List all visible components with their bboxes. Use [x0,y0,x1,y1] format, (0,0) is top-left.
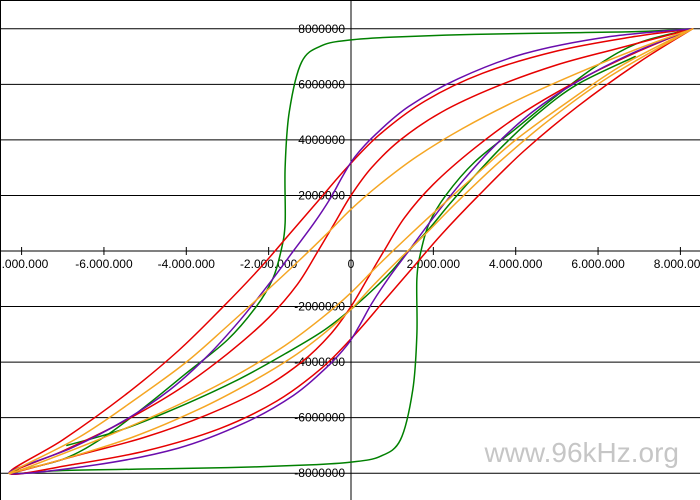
x-tick-label: 8.000.000 [1,257,49,271]
y-tick-label: -2000000 [294,300,345,314]
hysteresis-chart: 8.000.000-6.000.000-4.000.000-2.000.0000… [0,0,700,500]
x-tick-label: -6.000.000 [75,257,133,271]
y-tick-label: 4000000 [298,133,345,147]
x-tick-label: -4.000.000 [158,257,216,271]
y-tick-label: -6000000 [294,411,345,425]
x-tick-label: 0 [348,257,355,271]
y-tick-label: 8000000 [298,22,345,36]
x-tick-label: 8.000.000 [654,257,700,271]
x-tick-label: 4.000.000 [489,257,543,271]
y-tick-label: 6000000 [298,77,345,91]
y-tick-label: 2000000 [298,188,345,202]
chart-canvas: 8.000.000-6.000.000-4.000.000-2.000.0000… [1,1,700,500]
y-tick-label: -8000000 [294,466,345,480]
x-tick-label: 2.000.000 [407,257,461,271]
x-tick-label: 6.000.000 [571,257,625,271]
